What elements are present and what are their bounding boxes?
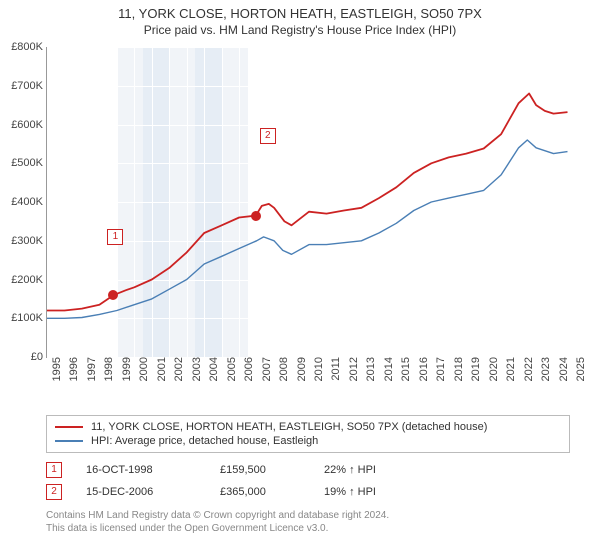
x-axis-label: 2014 [379,357,395,381]
x-axis-label: 1999 [117,357,133,381]
plot-area: £0£100K£200K£300K£400K£500K£600K£700K£80… [46,47,571,358]
chart-title: 11, YORK CLOSE, HORTON HEATH, EASTLEIGH,… [0,6,600,21]
legend-label: 11, YORK CLOSE, HORTON HEATH, EASTLEIGH,… [91,421,487,433]
transaction-row: 1 16-OCT-1998 £159,500 22% ↑ HPI [46,459,570,481]
legend-entry: HPI: Average price, detached house, East… [55,434,561,448]
series-svg [47,47,571,357]
series-hpi [47,140,568,318]
y-axis-label: £600K [11,119,47,131]
x-axis-label: 1998 [99,357,115,381]
x-axis-label: 2019 [466,357,482,381]
legend-entry: 11, YORK CLOSE, HORTON HEATH, EASTLEIGH,… [55,420,561,434]
transaction-number: 1 [46,462,62,478]
y-axis-label: £400K [11,196,47,208]
x-axis-label: 2013 [361,357,377,381]
x-axis-label: 1995 [47,357,63,381]
x-axis-label: 2011 [326,357,342,381]
x-axis-label: 2023 [536,357,552,381]
x-axis-label: 2006 [239,357,255,381]
x-axis-label: 2020 [484,357,500,381]
series-property [47,94,568,311]
legend-label: HPI: Average price, detached house, East… [91,435,318,447]
x-axis-label: 2012 [344,357,360,381]
x-axis-label: 2001 [152,357,168,381]
y-axis-label: £100K [11,312,47,324]
sale-marker-number: 2 [260,128,276,144]
x-axis-label: 2003 [187,357,203,381]
x-axis-label: 1996 [64,357,80,381]
legend: 11, YORK CLOSE, HORTON HEATH, EASTLEIGH,… [46,415,570,453]
x-axis-label: 2009 [292,357,308,381]
x-axis-label: 2007 [257,357,273,381]
y-axis-label: £500K [11,157,47,169]
x-axis-label: 2021 [501,357,517,381]
sale-marker-number: 1 [107,229,123,245]
transaction-delta: 22% ↑ HPI [324,464,424,476]
x-axis-label: 2018 [449,357,465,381]
y-axis-label: £800K [11,41,47,53]
legend-swatch [55,426,83,428]
transaction-delta: 19% ↑ HPI [324,486,424,498]
chart-area: £0 £100K £200K £300K £400K £500K £600K £700K £80… [0,37,600,407]
x-axis-label: 2002 [169,357,185,381]
transaction-row: 2 15-DEC-2006 £365,000 19% ↑ HPI [46,481,570,503]
x-gridline [571,47,572,357]
sale-marker-dot [108,290,118,300]
x-axis-label: 2022 [519,357,535,381]
x-axis-label: 2008 [274,357,290,381]
y-axis-label: £300K [11,235,47,247]
transaction-number: 2 [46,484,62,500]
x-axis-label: 2015 [396,357,412,381]
x-axis-label: 2000 [134,357,150,381]
x-axis-label: 2025 [571,357,587,381]
x-axis-label: 2016 [414,357,430,381]
x-axis-label: 2010 [309,357,325,381]
transaction-price: £365,000 [220,486,300,498]
legend-swatch [55,440,83,442]
x-axis-label: 2024 [554,357,570,381]
x-axis-label: 1997 [82,357,98,381]
x-axis-label: 2017 [431,357,447,381]
transaction-date: 15-DEC-2006 [86,486,196,498]
transactions-table: 1 16-OCT-1998 £159,500 22% ↑ HPI 2 15-DEC-200… [46,459,570,503]
y-axis-label: £0 [31,351,47,363]
y-axis-label: £700K [11,80,47,92]
footnote: Contains HM Land Registry data © Crown c… [46,509,570,535]
x-axis-label: 2005 [222,357,238,381]
sale-marker-dot [251,211,261,221]
x-axis-label: 2004 [204,357,220,381]
footnote-line1: Contains HM Land Registry data © Crown c… [46,509,570,522]
footnote-line2: This data is licensed under the Open Gov… [46,522,570,535]
chart-subtitle: Price paid vs. HM Land Registry's House … [0,23,600,37]
transaction-date: 16-OCT-1998 [86,464,196,476]
transaction-price: £159,500 [220,464,300,476]
y-axis-label: £200K [11,274,47,286]
